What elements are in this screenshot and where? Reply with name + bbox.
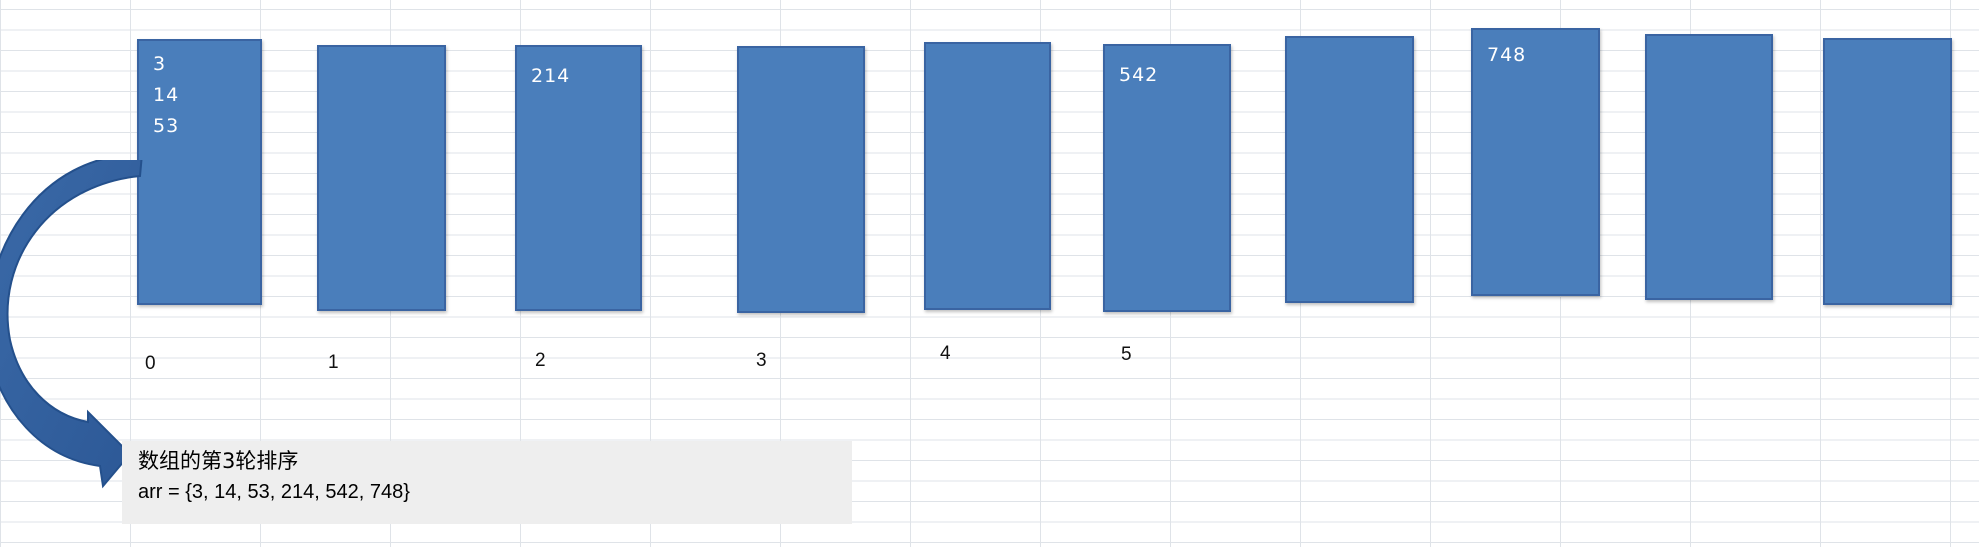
bucket-index: 4 xyxy=(940,343,951,364)
caption-title: 数组的第3轮排序 xyxy=(138,449,299,473)
bucket-4 xyxy=(924,42,1051,310)
bucket-3 xyxy=(737,46,865,313)
bucket-1 xyxy=(317,45,446,311)
caption-box: 数组的第3轮排序 arr = {3, 14, 53, 214, 542, 748… xyxy=(122,441,852,524)
bucket-value: 14 xyxy=(153,84,180,106)
bucket-2: 214 xyxy=(515,45,642,311)
bucket-6 xyxy=(1285,36,1414,303)
bucket-value: 748 xyxy=(1487,44,1527,66)
bucket-7: 748 xyxy=(1471,28,1600,296)
curved-arrow-icon xyxy=(0,160,143,489)
bucket-index: 3 xyxy=(756,350,767,371)
bucket-value: 542 xyxy=(1119,64,1159,86)
bucket-5: 542 xyxy=(1103,44,1231,312)
bucket-value: 3 xyxy=(153,53,167,75)
bucket-index: 0 xyxy=(145,353,156,374)
bucket-value: 53 xyxy=(153,115,180,137)
caption-array-text: arr = {3, 14, 53, 214, 542, 748} xyxy=(138,481,410,503)
bucket-value: 214 xyxy=(531,65,571,87)
bucket-8 xyxy=(1645,34,1773,300)
bucket-9 xyxy=(1823,38,1952,305)
bucket-index: 1 xyxy=(328,352,339,373)
bucket-index: 2 xyxy=(535,350,546,371)
bucket-0: 3 14 53 xyxy=(137,39,262,305)
bucket-index: 5 xyxy=(1121,344,1132,365)
